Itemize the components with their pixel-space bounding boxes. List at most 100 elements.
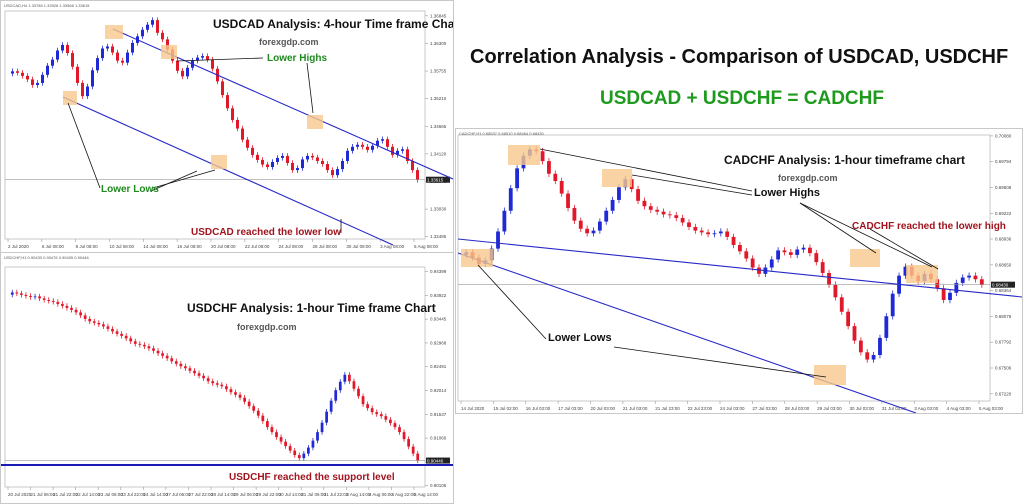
candle-body [166, 39, 169, 50]
candle-body [193, 370, 196, 374]
usdchf-chart-title: USDCHF Analysis: 1-hour Time frame Chart [187, 301, 436, 315]
cadchf-lower-highs-label: Lower Highs [754, 187, 821, 199]
candle-body [718, 231, 723, 234]
annotation-pointer [150, 170, 198, 192]
candle-body [814, 253, 819, 263]
candle-body [356, 144, 359, 147]
y-tick-label: 1.36300 [430, 41, 447, 46]
y-tick-label: 0.92968 [430, 340, 447, 345]
candle-body [311, 155, 314, 158]
candle-body [655, 209, 660, 212]
candle-body [197, 373, 201, 376]
candle-body [124, 335, 128, 339]
usdcad-site-label: forexgdp.com [259, 37, 319, 47]
candle-body [566, 193, 570, 209]
x-tick-label: 21 Jul 03:00 [623, 406, 648, 411]
candle-body [948, 292, 952, 301]
candle-body [211, 59, 214, 69]
candle-body [597, 221, 602, 231]
candle-body [406, 149, 409, 161]
cadchf-chart-svg: 0.70080 0.69794 0.69508 0.69222 0.68936 0.686… [457, 133, 1022, 413]
y-tick-label: 0.69508 [995, 185, 1012, 190]
cadchf-chart-title: CADCHF Analysis: 1-hour timeframe chart [724, 153, 965, 167]
x-tick-label: 4 Aug 06:00 [369, 492, 394, 497]
x-tick-label: 20 Jul 2020 [8, 492, 32, 497]
annotation-pointer [152, 169, 216, 189]
x-tick-label: 5 Aug 14:00 [414, 492, 439, 497]
candle-body [687, 222, 691, 227]
candle-body [236, 119, 239, 129]
candle-body [731, 236, 736, 246]
annotation-pointer [67, 102, 101, 189]
candle-body [553, 173, 558, 181]
candle-body [782, 250, 787, 253]
x-tick-label: 2 Jul 2020 [8, 244, 29, 249]
x-tick-label: 29 Jul 03:00 [817, 406, 842, 411]
candle-body [56, 50, 59, 60]
candle-body [138, 343, 142, 345]
usdchf-chart-svg: 0.94399 0.93922 0.93445 0.92968 0.92491 0.920… [1, 266, 453, 497]
candle-body [636, 189, 640, 201]
candle-body [820, 262, 825, 273]
candle-body [381, 139, 384, 141]
candle-body [161, 32, 164, 40]
candle-body [281, 155, 284, 158]
usdcad-lower-highs-label: Lower Highs [267, 53, 328, 64]
candle-body [151, 20, 154, 25]
candle-body [301, 159, 304, 169]
x-tick-label: 30 Jul 03:00 [850, 406, 875, 411]
y-tick-label: 0.92014 [430, 388, 447, 393]
candle-body [680, 217, 685, 223]
y-tick-label: 0.91060 [430, 436, 447, 441]
x-tick-label: 27 Jul 06:00 [166, 492, 191, 497]
candle-body [147, 346, 151, 349]
candle-body [165, 355, 169, 359]
candle-body [858, 340, 863, 353]
candle-body [201, 56, 204, 58]
candle-body [361, 144, 364, 147]
y-tick-label: 0.68936 [995, 237, 1012, 242]
candle-body [61, 44, 64, 51]
candle-body [206, 378, 210, 382]
highlight-box [461, 249, 493, 267]
trend-line [457, 252, 917, 413]
candle-body [846, 311, 851, 327]
candle-body [170, 358, 174, 362]
candle-body [738, 245, 742, 252]
candle-body [361, 396, 365, 405]
candle-body [83, 315, 87, 319]
candle-body [376, 140, 379, 146]
x-tick-label: 29 Jul 06:00 [234, 492, 259, 497]
candle-body [188, 368, 192, 371]
x-tick-label: 20 Jul 08:00 [211, 244, 236, 249]
x-tick-label: 4 Aug 03:00 [947, 406, 972, 411]
annotation-pointer [799, 202, 877, 254]
candle-body [712, 233, 717, 235]
candle-body [884, 316, 889, 338]
x-tick-label: 28 Jul 03:00 [785, 406, 810, 411]
candle-body [291, 163, 294, 171]
candle-body [572, 208, 577, 221]
candle-body [890, 293, 895, 317]
x-tick-label: 5 Aug 03:00 [979, 406, 1004, 411]
candle-body [279, 437, 283, 442]
candle-body [801, 247, 806, 250]
main-title: Correlation Analysis - Comparison of USD… [470, 46, 1009, 68]
y-tick-label: 0.70080 [995, 133, 1012, 138]
candle-body [131, 42, 134, 53]
candle-body [65, 305, 69, 308]
candle-body [329, 400, 333, 412]
cadchf-site-label: forexgdp.com [778, 173, 838, 183]
x-tick-label: 10 Jul 08:00 [110, 244, 135, 249]
candle-body [788, 252, 793, 255]
candle-body [578, 220, 583, 229]
usdcad-lower-low-note: USDCAD reached the lower low [191, 227, 342, 238]
candle-body [386, 139, 389, 147]
candle-body [196, 57, 199, 61]
x-tick-label: 29 Jul 22:00 [256, 492, 281, 497]
annotation-pointer [869, 228, 939, 270]
candle-body [941, 288, 946, 301]
candle-body [398, 427, 401, 433]
candle-body [161, 353, 164, 356]
candle-body [111, 46, 114, 53]
